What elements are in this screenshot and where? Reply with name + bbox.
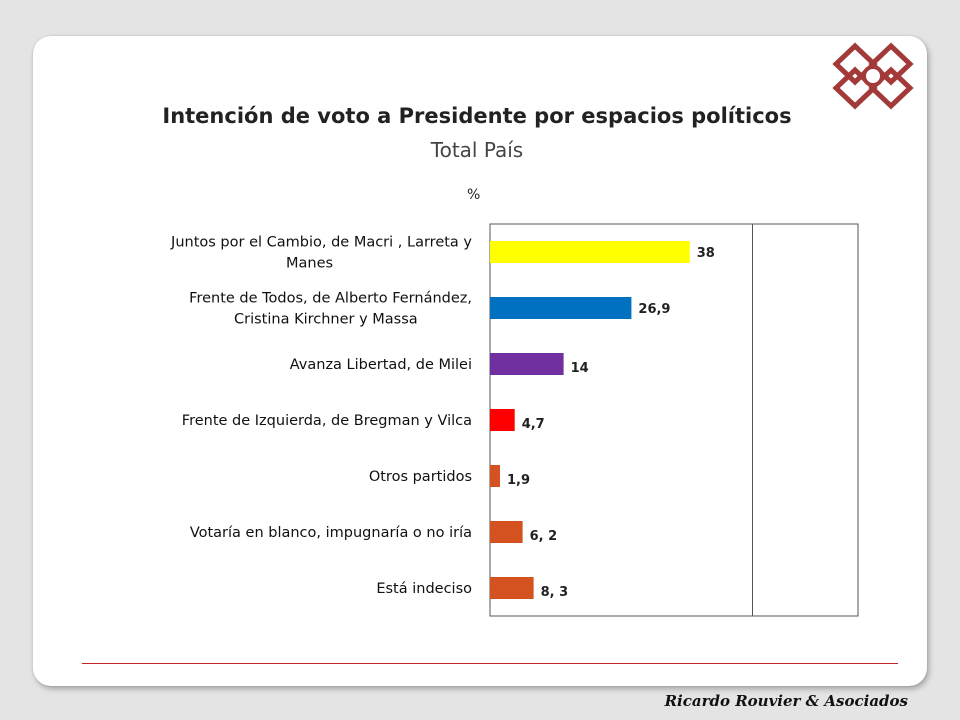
value-label-4: 4,7 [522,417,545,432]
company-logo-icon [832,42,914,110]
value-label-7: 8, 3 [541,585,569,600]
value-label-2: 26,9 [638,302,670,317]
chart-title: Intención de voto a Presidente por espac… [162,104,792,128]
bar-7 [490,577,534,599]
category-label-2-line-1: Frente de Todos, de Alberto Fernández, [189,291,472,307]
category-label-4: Frente de Izquierda, de Bregman y Vilca [182,413,472,429]
value-label-6: 6, 2 [530,529,558,544]
chart-subtitle: Total País [430,138,524,162]
category-label-1-line-2: Manes [286,256,333,272]
bar-1 [490,241,690,263]
footer-company-name: Ricardo Rouvier & Asociados [664,692,908,710]
bar-6 [490,521,523,543]
unit-label: % [467,187,481,203]
bar-5 [490,465,500,487]
category-label-7: Está indeciso [376,581,472,597]
category-label-1-line-1: Juntos por el Cambio, de Macri , Larreta… [170,235,472,251]
plot-area [489,223,859,617]
category-label-2-line-2: Cristina Kirchner y Massa [234,312,418,328]
value-label-3: 14 [571,361,589,376]
footer-divider [82,663,898,664]
value-label-5: 1,9 [507,473,530,488]
value-label-1: 38 [697,246,715,261]
bar-2 [490,297,632,319]
bar-3 [490,353,564,375]
category-label-6: Votaría en blanco, impugnaría o no iría [190,525,472,541]
bar-4 [490,409,515,431]
category-label-3: Avanza Libertad, de Milei [290,357,472,373]
category-label-5: Otros partidos [369,469,472,485]
